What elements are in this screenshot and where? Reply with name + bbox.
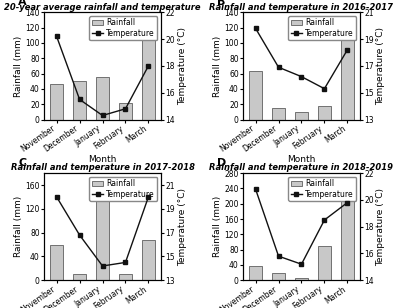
Bar (249, 71, 262, 120)
Bar (73, 274, 86, 280)
Title: Rainfall and temperature in 2016-2017: Rainfall and temperature in 2016-2017 (210, 2, 394, 11)
Text: D: D (217, 158, 226, 168)
Bar (96, 199, 109, 280)
Y-axis label: Temperature (°C): Temperature (°C) (376, 188, 386, 266)
Bar (119, 274, 132, 280)
Legend: Rainfall, Temperature: Rainfall, Temperature (90, 16, 157, 40)
Legend: Rainfall, Temperature: Rainfall, Temperature (288, 16, 356, 40)
Title: Rainfall and temperature in 2018-2019: Rainfall and temperature in 2018-2019 (210, 163, 394, 172)
Legend: Rainfall, Temperature: Rainfall, Temperature (288, 177, 356, 201)
Bar (73, 81, 86, 120)
Y-axis label: Temperature (°C): Temperature (°C) (178, 188, 187, 266)
Bar (96, 77, 109, 120)
Bar (142, 31, 155, 120)
Y-axis label: Temperature (°C): Temperature (°C) (178, 27, 187, 105)
Bar (295, 278, 308, 280)
Bar (50, 245, 63, 280)
X-axis label: Month: Month (287, 155, 316, 164)
Title: 20-year average rainfall and temperature: 20-year average rainfall and temperature (4, 2, 201, 11)
Text: C: C (18, 158, 26, 168)
Y-axis label: Temperature (°C): Temperature (°C) (376, 27, 386, 105)
Bar (341, 188, 354, 280)
X-axis label: Month: Month (88, 155, 117, 164)
Y-axis label: Rainfall (mm): Rainfall (mm) (14, 35, 22, 96)
Title: Rainfall and temperature in 2017-2018: Rainfall and temperature in 2017-2018 (10, 163, 194, 172)
Text: B: B (217, 0, 226, 7)
Bar (119, 103, 132, 120)
Y-axis label: Rainfall (mm): Rainfall (mm) (212, 35, 222, 96)
Bar (318, 246, 331, 280)
Bar (142, 240, 155, 280)
Y-axis label: Rainfall (mm): Rainfall (mm) (212, 196, 222, 257)
Bar (295, 112, 308, 120)
Bar (50, 84, 63, 120)
Text: A: A (18, 0, 27, 7)
Bar (272, 274, 285, 280)
Bar (318, 106, 331, 120)
Y-axis label: Rainfall (mm): Rainfall (mm) (14, 196, 22, 257)
Bar (249, 266, 262, 280)
Legend: Rainfall, Temperature: Rainfall, Temperature (90, 177, 157, 201)
Bar (272, 108, 285, 120)
Bar (341, 24, 354, 120)
